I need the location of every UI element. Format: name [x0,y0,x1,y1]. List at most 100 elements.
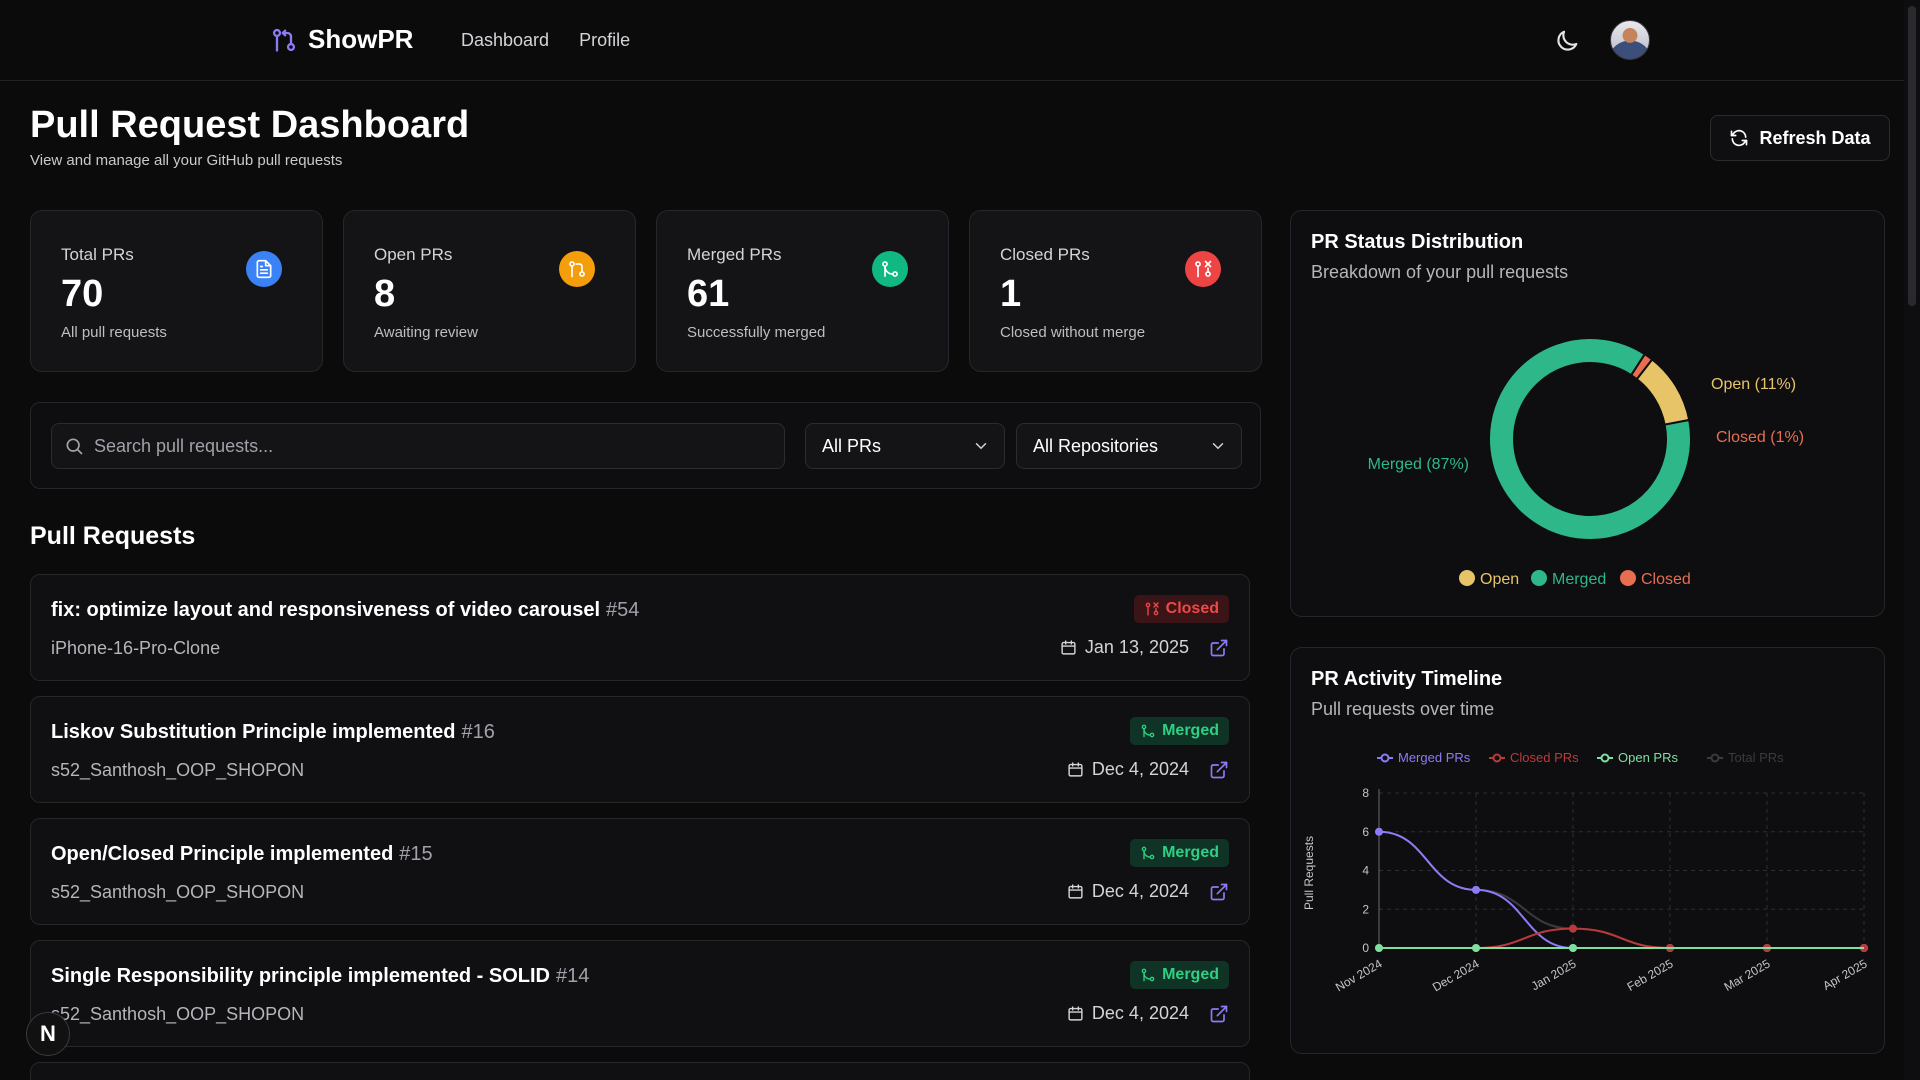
y-tick-label: 0 [1362,941,1369,955]
search-input[interactable] [94,435,774,457]
calendar-icon [1068,1006,1083,1021]
status-badge: Closed [1133,595,1229,623]
pr-date-text: Dec 4, 2024 [1091,1003,1189,1023]
data-point[interactable] [1375,944,1383,952]
stat-value: 61 [687,273,730,315]
refresh-data-button[interactable]: Refresh Data [1710,115,1890,161]
next-devtools-button[interactable]: N [26,1012,70,1056]
pr-repository: s52_Santhosh_OOP_SHOPON [51,760,305,780]
x-tick-label: Mar 2025 [1722,956,1773,994]
filter-bar: All PRs All Repositories [30,402,1261,489]
calendar-icon [1061,640,1076,655]
page-title: Pull Request Dashboard [30,104,470,146]
pr-date: Dec 4, 2024 [1067,881,1189,902]
stat-subtext: Successfully merged [687,324,826,341]
external-link-icon[interactable] [1209,638,1229,658]
pr-card-partial[interactable] [30,1062,1250,1080]
brand[interactable]: ShowPR [270,24,413,55]
stat-label: Closed PRs [1000,245,1090,264]
panel-subtitle: Breakdown of your pull requests [1311,262,1569,282]
x-tick-label: Dec 2024 [1430,956,1482,994]
nav-profile-link[interactable]: Profile [579,30,631,50]
page-scrollbar[interactable] [1904,0,1920,1080]
legend-label[interactable]: Closed PRs [1510,750,1579,765]
pie-slice-merged[interactable] [1488,337,1692,541]
legend-label[interactable]: Open PRs [1618,750,1678,765]
search-icon [66,438,83,455]
external-link-icon[interactable] [1209,760,1229,780]
stat-card-closed: Closed PRs 1 Closed without merge [969,210,1262,372]
panel-title: PR Status Distribution [1311,231,1524,253]
calendar-icon [1068,762,1083,777]
series-line-total-prs[interactable] [1378,830,1864,949]
data-point[interactable] [1375,827,1383,836]
pr-date: Jan 13, 2025 [1060,637,1189,658]
search-field[interactable] [51,423,785,469]
data-point[interactable] [1569,944,1577,952]
legend-marker [1380,753,1390,763]
status-filter-select[interactable]: All PRs [805,423,1005,469]
legend-label[interactable]: Merged [1552,571,1606,588]
external-link-icon[interactable] [1209,882,1229,902]
pie-chart: Open (11%) Merged (87%) Closed (1%) Open Mer… [1368,337,1804,588]
series-line-closed-prs[interactable] [1378,927,1864,949]
data-point[interactable] [1472,885,1480,894]
repository-filter-select[interactable]: All Repositories [1016,423,1242,469]
chevron-down-icon [975,443,987,450]
pie-data-label: Merged (87%) [1368,456,1469,473]
pr-date: Dec 4, 2024 [1067,1003,1189,1024]
legend-marker [1600,753,1610,763]
pr-card[interactable]: Liskov Substitution Principle implemente… [30,696,1250,803]
closed-pr-icon [1145,602,1159,616]
series-line-merged-prs[interactable] [1378,830,1864,949]
pr-card[interactable]: Open/Closed Principle implemented #15 s52… [30,818,1250,925]
scrollbar-thumb[interactable] [1908,6,1916,306]
status-badge-text: Closed [1165,600,1219,617]
status-badge: Merged [1130,717,1229,745]
legend-label[interactable]: Total PRs [1728,750,1784,765]
pr-repository: iPhone-16-Pro-Clone [51,638,221,658]
pr-date-text: Dec 4, 2024 [1091,759,1189,779]
legend-label[interactable]: Open [1480,571,1519,588]
refresh-label: Refresh Data [1759,127,1871,148]
y-tick-label: 6 [1362,825,1369,839]
stat-label: Open PRs [374,245,453,264]
nav-dashboard-link[interactable]: Dashboard [461,30,550,50]
pr-title[interactable]: Liskov Substitution Principle implemente… [51,721,495,744]
pr-card[interactable]: Single Responsibility principle implemen… [30,940,1250,1047]
status-badge: Merged [1130,839,1229,867]
pull-requests-heading: Pull Requests [30,522,196,550]
pie-slice-closed[interactable] [1629,352,1654,381]
pie-data-label: Open (11%) [1711,376,1796,393]
merge-icon [1141,724,1155,738]
pr-title-text: Liskov Substitution Principle implemente… [51,721,456,743]
data-point[interactable] [1472,944,1480,952]
legend-label[interactable]: Closed [1641,571,1691,588]
status-distribution-panel: PR Status Distribution Breakdown of your… [1290,210,1885,617]
status-badge-text: Merged [1162,722,1219,739]
external-link-icon[interactable] [1209,1004,1229,1024]
pr-repository: s52_Santhosh_OOP_SHOPON [51,882,305,902]
x-tick-label: Jan 2025 [1529,956,1579,993]
chevron-down-icon [1212,443,1224,450]
legend-label[interactable]: Merged PRs [1398,750,1471,765]
y-tick-label: 4 [1362,864,1369,878]
legend-swatch [1620,570,1636,586]
pull-request-icon [559,251,595,287]
moon-icon[interactable] [1553,27,1581,55]
pr-title[interactable]: Single Responsibility principle implemen… [51,965,589,988]
merge-icon [1141,846,1155,860]
data-point[interactable] [1569,924,1577,933]
legend-swatch [1531,570,1547,586]
user-avatar[interactable] [1610,20,1650,60]
stat-label: Total PRs [61,245,134,264]
stat-label: Merged PRs [687,245,782,264]
pie-data-label: Closed (1%) [1716,429,1804,446]
pr-title[interactable]: Open/Closed Principle implemented #15 [51,843,433,866]
status-filter-value: All PRs [822,435,882,456]
pr-title[interactable]: fix: optimize layout and responsiveness … [51,599,639,622]
y-tick-label: 2 [1362,902,1369,916]
y-axis-label: Pull Requests [1302,836,1316,910]
pr-card[interactable]: fix: optimize layout and responsiveness … [30,574,1250,681]
pr-number: #15 [399,843,433,865]
